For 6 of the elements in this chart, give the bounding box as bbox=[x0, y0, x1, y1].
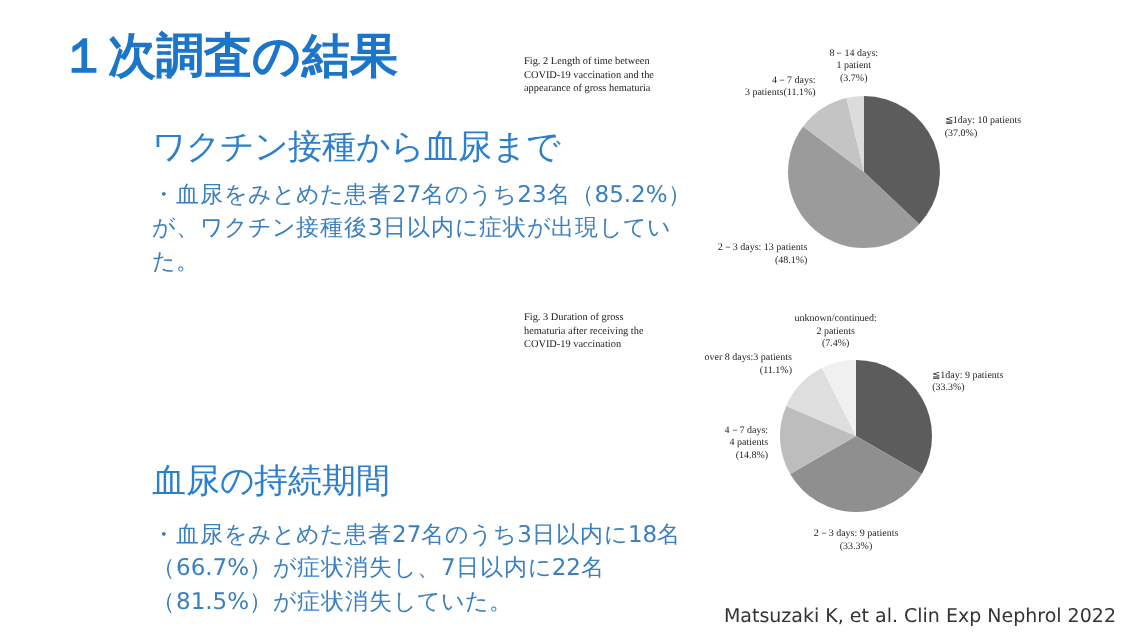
text: ・血尿をみとめた患者27名のうち3日以内に18名（66.7%）が症状消失し、7日以内に22名（81.5%）が症状消失していた。 bbox=[152, 520, 682, 615]
text: １次調査の結果 bbox=[60, 28, 398, 84]
text: ワクチン接種から血尿まで bbox=[152, 128, 562, 168]
text: 血尿の持続期間 bbox=[152, 462, 390, 502]
text: Matsuzaki K, et al. Clin Exp Nephrol 2022 bbox=[723, 606, 1116, 628]
text: ・血尿をみとめた患者27名のうち23名（85.2%）が、ワクチン接種後3日以内に症状が出現していた。 bbox=[152, 180, 692, 275]
